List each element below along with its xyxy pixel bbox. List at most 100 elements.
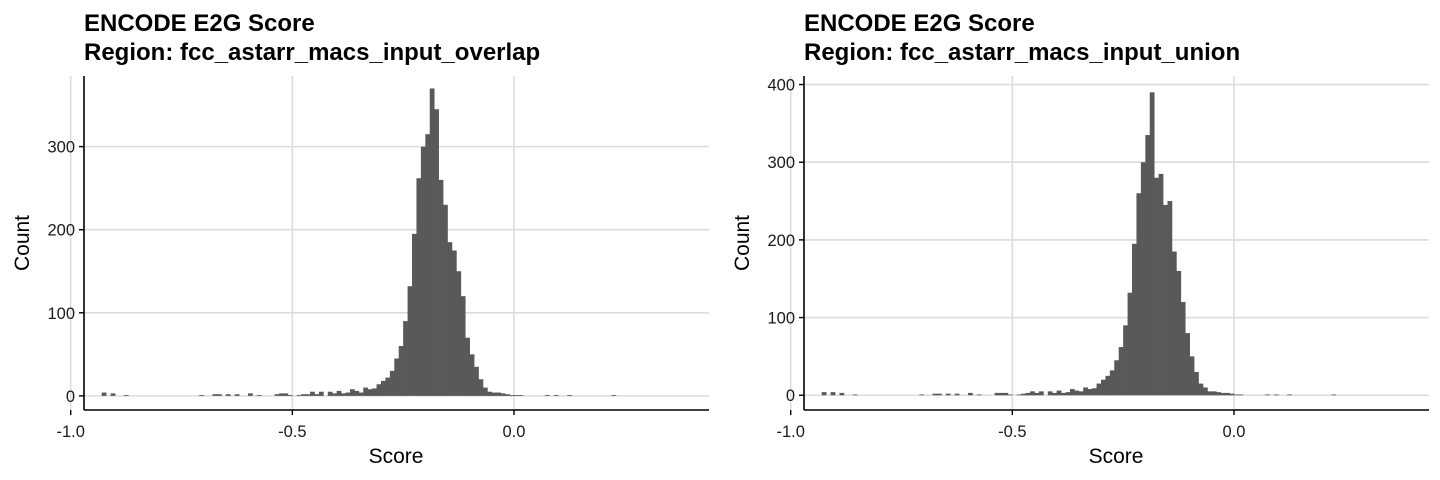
histogram-bar — [1092, 388, 1097, 396]
histogram-bar — [1140, 162, 1146, 396]
histogram-bar — [305, 394, 311, 396]
histogram-bar — [1194, 371, 1199, 396]
histogram-bar — [1238, 394, 1244, 396]
histogram-bar — [500, 393, 506, 396]
chart-subtitle: Region: fcc_astarr_macs_input_union — [804, 39, 1240, 66]
histogram-bar — [968, 392, 973, 396]
histogram-bar — [336, 390, 342, 396]
y-tick-label: 200 — [47, 222, 75, 240]
histogram-bar — [1158, 173, 1164, 396]
grid — [69, 76, 709, 410]
histogram-bar — [1233, 394, 1239, 396]
x-ticks: -1.0 -0.5 0.0 — [776, 410, 1245, 441]
chart-title: ENCODE E2G Score — [84, 10, 315, 37]
x-tick-label: -1.0 — [776, 423, 804, 441]
y-tick-label: 400 — [767, 77, 795, 95]
histogram-bar — [1220, 392, 1226, 396]
histogram-bar — [1331, 394, 1337, 396]
x-tick-label: -0.5 — [998, 423, 1026, 441]
histogram-bar — [1021, 393, 1026, 396]
histogram-bar — [420, 146, 426, 396]
histogram-bar — [505, 394, 510, 396]
histogram-bar — [553, 395, 559, 396]
histogram-bar — [318, 391, 324, 396]
axes — [803, 76, 1429, 411]
histogram-bar — [1056, 390, 1062, 396]
histogram-bar — [1171, 251, 1177, 396]
histogram-bar — [932, 393, 938, 396]
histogram-bar — [216, 394, 222, 396]
histogram-bar — [199, 395, 205, 396]
histogram-bar — [1211, 391, 1217, 396]
y-tick-label: 0 — [786, 387, 795, 405]
y-tick-label: 300 — [767, 154, 795, 172]
histogram-bar — [1163, 204, 1168, 396]
histogram-bar — [345, 392, 351, 396]
histogram-bar — [1061, 392, 1066, 396]
x-tick-label: 0.0 — [1222, 423, 1245, 441]
histogram-bar — [1096, 383, 1102, 396]
histogram-bar — [256, 395, 262, 396]
histogram-bar — [301, 394, 306, 396]
histogram-bar — [1083, 387, 1089, 396]
histogram-bar — [1149, 92, 1155, 396]
histogram-bar — [1003, 392, 1009, 396]
y-tick-label: 0 — [66, 388, 75, 406]
histogram-bar — [518, 395, 524, 396]
histogram-bar — [412, 233, 417, 396]
histogram-bar — [110, 393, 116, 396]
histogram-bar — [1065, 392, 1071, 396]
histogram-bar — [1207, 391, 1213, 396]
histogram-bar — [465, 337, 470, 396]
histogram-bar — [1229, 393, 1235, 396]
bars — [101, 88, 617, 396]
histogram-bar — [1132, 243, 1137, 396]
histogram-bar — [447, 242, 453, 396]
histogram-bar — [327, 391, 333, 396]
histogram-bar — [1136, 193, 1142, 396]
histogram-bar — [1127, 292, 1133, 396]
histogram-bar — [434, 109, 439, 396]
histogram-bar — [1074, 390, 1080, 396]
histogram-bar — [425, 134, 431, 396]
histogram-bar — [1287, 394, 1292, 396]
histogram-bar — [332, 393, 338, 396]
histogram-bar — [314, 394, 320, 396]
histogram-bar — [385, 377, 391, 396]
histogram-bar — [1198, 383, 1204, 396]
histogram-bar — [1114, 360, 1120, 396]
histogram-bar — [407, 286, 413, 396]
y-ticks: 0 100 200 300 — [47, 139, 84, 406]
x-tick-label: 0.0 — [502, 423, 525, 441]
histogram-bar — [358, 392, 364, 396]
histogram-bar — [839, 392, 845, 396]
histogram-bar — [482, 387, 488, 396]
histogram-bar — [438, 179, 444, 396]
histogram-bar — [212, 394, 218, 396]
histogram-bar — [416, 178, 422, 396]
histogram-bar — [611, 395, 617, 396]
histogram-bar — [456, 271, 462, 396]
histogram-bar — [1047, 391, 1053, 396]
histogram-bar — [976, 394, 982, 396]
histogram-bar — [474, 366, 479, 396]
y-tick-label: 100 — [767, 310, 795, 328]
histogram-bar — [544, 395, 550, 396]
histogram-panel-union: ENCODE E2G Score Region: fcc_astarr_macs… — [731, 10, 1429, 468]
histogram-bar — [1030, 391, 1035, 396]
x-ticks: -1.0 -0.5 0.0 — [56, 410, 525, 441]
y-tick-label: 300 — [47, 139, 75, 157]
histogram-bar — [478, 379, 484, 396]
histogram-bar — [1078, 391, 1084, 396]
histogram-bar — [248, 393, 253, 396]
histogram-bar — [1189, 356, 1195, 396]
histogram-bar — [1145, 135, 1151, 396]
histogram-bar — [367, 389, 373, 396]
histogram-bar — [279, 393, 284, 396]
histogram-bar — [1180, 302, 1186, 396]
histogram-bar — [999, 392, 1004, 396]
histogram-bar — [1154, 177, 1159, 396]
histogram-bar — [919, 394, 925, 396]
histogram-bar — [994, 392, 1000, 396]
